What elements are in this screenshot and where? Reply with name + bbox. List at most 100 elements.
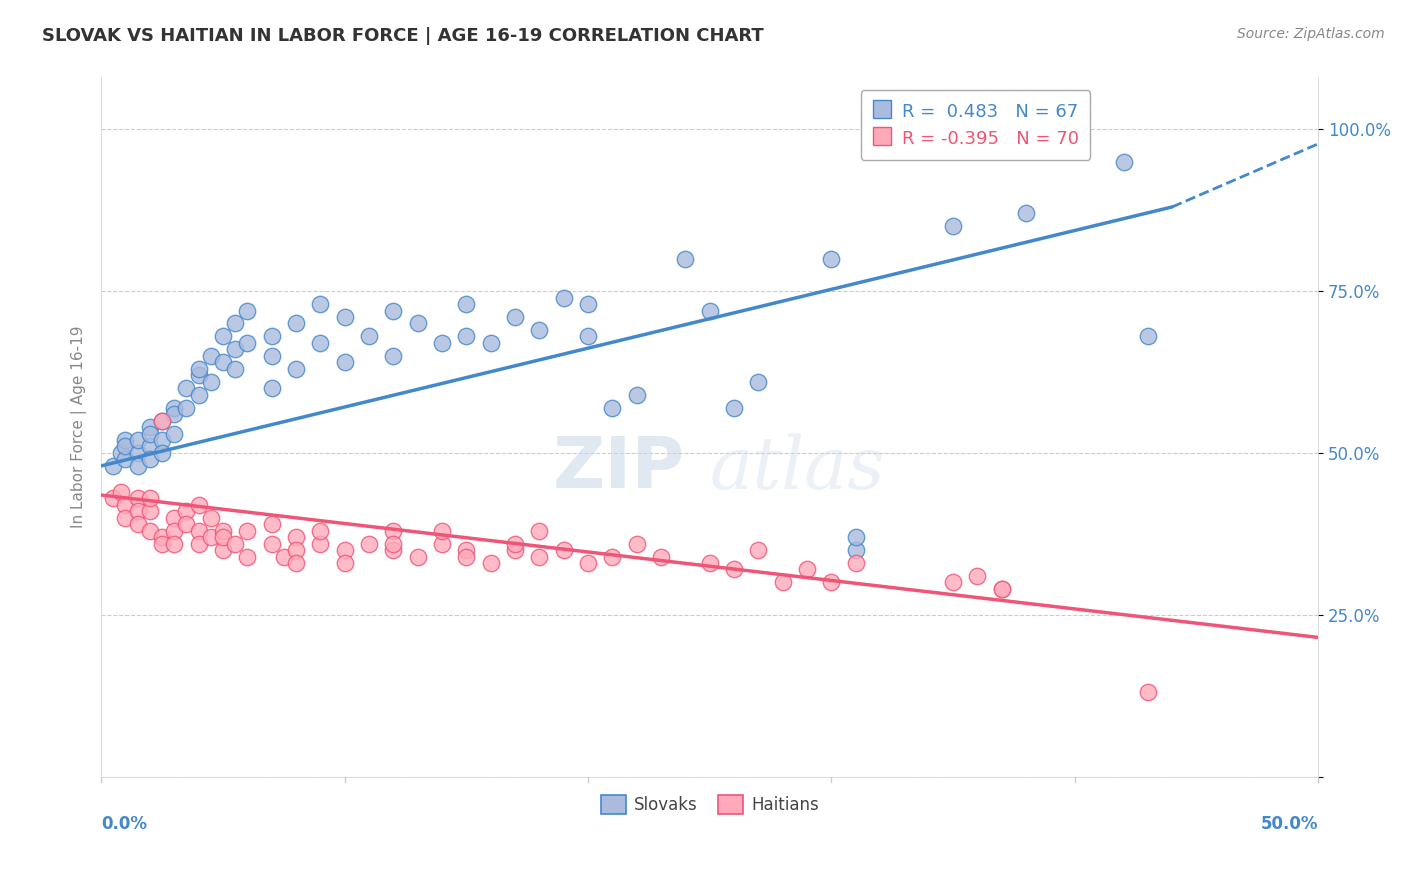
Point bbox=[273, 549, 295, 564]
Point bbox=[139, 420, 162, 434]
Point bbox=[284, 543, 307, 558]
Point bbox=[139, 452, 162, 467]
Point bbox=[747, 543, 769, 558]
Point bbox=[114, 452, 136, 467]
Point bbox=[127, 433, 149, 447]
Point bbox=[176, 504, 198, 518]
Point bbox=[103, 458, 125, 473]
Point bbox=[114, 498, 136, 512]
Legend: Slovaks, Haitians: Slovaks, Haitians bbox=[593, 789, 825, 821]
Point bbox=[479, 335, 502, 350]
Text: ZIP: ZIP bbox=[553, 434, 685, 503]
Point bbox=[772, 575, 794, 590]
Point bbox=[139, 504, 162, 518]
Point bbox=[845, 543, 868, 558]
Point bbox=[529, 323, 551, 337]
Point bbox=[260, 536, 283, 550]
Point bbox=[576, 556, 599, 570]
Point bbox=[236, 303, 259, 318]
Point bbox=[503, 536, 526, 550]
Point bbox=[260, 381, 283, 395]
Point bbox=[260, 329, 283, 343]
Point bbox=[211, 543, 233, 558]
Point bbox=[163, 407, 186, 421]
Point bbox=[382, 543, 405, 558]
Point bbox=[382, 536, 405, 550]
Point bbox=[127, 446, 149, 460]
Point bbox=[553, 543, 575, 558]
Point bbox=[406, 549, 429, 564]
Point bbox=[820, 252, 842, 266]
Point bbox=[747, 375, 769, 389]
Text: 0.0%: 0.0% bbox=[101, 815, 148, 833]
Text: 50.0%: 50.0% bbox=[1261, 815, 1319, 833]
Point bbox=[382, 349, 405, 363]
Point bbox=[626, 387, 648, 401]
Point bbox=[576, 329, 599, 343]
Point bbox=[284, 317, 307, 331]
Point bbox=[503, 310, 526, 324]
Point bbox=[333, 355, 356, 369]
Point bbox=[187, 524, 209, 538]
Point bbox=[139, 426, 162, 441]
Point bbox=[187, 536, 209, 550]
Point bbox=[942, 575, 965, 590]
Point bbox=[991, 582, 1014, 596]
Point bbox=[224, 317, 246, 331]
Point bbox=[127, 504, 149, 518]
Text: Source: ZipAtlas.com: Source: ZipAtlas.com bbox=[1237, 27, 1385, 41]
Point bbox=[357, 536, 380, 550]
Point bbox=[553, 291, 575, 305]
Point bbox=[163, 536, 186, 550]
Y-axis label: In Labor Force | Age 16-19: In Labor Force | Age 16-19 bbox=[72, 326, 87, 528]
Point bbox=[260, 349, 283, 363]
Point bbox=[479, 556, 502, 570]
Point bbox=[200, 530, 222, 544]
Point bbox=[150, 413, 173, 427]
Point bbox=[430, 524, 453, 538]
Point bbox=[333, 310, 356, 324]
Point bbox=[309, 536, 332, 550]
Point bbox=[456, 549, 478, 564]
Point bbox=[114, 510, 136, 524]
Point bbox=[176, 401, 198, 415]
Point bbox=[796, 562, 818, 576]
Point bbox=[139, 440, 162, 454]
Point bbox=[699, 556, 721, 570]
Point bbox=[333, 543, 356, 558]
Point bbox=[224, 536, 246, 550]
Point bbox=[456, 297, 478, 311]
Point bbox=[284, 361, 307, 376]
Point bbox=[236, 335, 259, 350]
Point bbox=[200, 349, 222, 363]
Point bbox=[333, 556, 356, 570]
Point bbox=[139, 491, 162, 506]
Point bbox=[110, 446, 132, 460]
Point bbox=[150, 433, 173, 447]
Point bbox=[456, 543, 478, 558]
Point bbox=[176, 517, 198, 532]
Point bbox=[236, 549, 259, 564]
Point bbox=[845, 556, 868, 570]
Point bbox=[1112, 154, 1135, 169]
Point bbox=[576, 297, 599, 311]
Point bbox=[236, 524, 259, 538]
Point bbox=[110, 484, 132, 499]
Point bbox=[127, 458, 149, 473]
Point bbox=[150, 536, 173, 550]
Point bbox=[150, 446, 173, 460]
Point bbox=[602, 401, 624, 415]
Point bbox=[139, 524, 162, 538]
Point bbox=[382, 524, 405, 538]
Point bbox=[127, 491, 149, 506]
Point bbox=[456, 329, 478, 343]
Point bbox=[820, 575, 842, 590]
Point bbox=[200, 510, 222, 524]
Point bbox=[309, 524, 332, 538]
Point bbox=[187, 498, 209, 512]
Point bbox=[430, 335, 453, 350]
Point bbox=[1136, 329, 1159, 343]
Point bbox=[503, 543, 526, 558]
Point bbox=[845, 530, 868, 544]
Point bbox=[211, 530, 233, 544]
